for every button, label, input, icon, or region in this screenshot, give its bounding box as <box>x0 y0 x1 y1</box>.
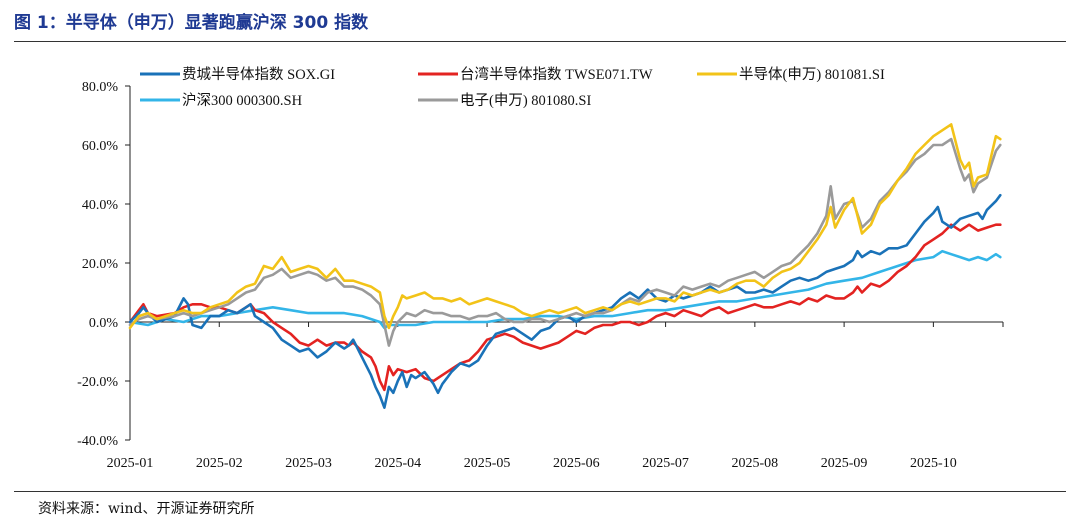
x-tick-label: 2025-09 <box>821 456 868 471</box>
figure-title: 图 1：半导体（申万）显著跑赢沪深 300 指数 <box>14 13 369 33</box>
bottom-rule <box>14 491 1066 492</box>
x-tick-label: 2025-07 <box>642 456 689 471</box>
x-tick-label: 2025-03 <box>285 456 332 471</box>
legend-label-twse: 台湾半导体指数 TWSE071.TW <box>460 66 653 83</box>
y-tick-label: 40.0% <box>82 198 119 213</box>
y-tick-label: 0.0% <box>89 316 119 331</box>
legend: 费城半导体指数 SOX.GI 台湾半导体指数 TWSE071.TW 半导体(申万) … <box>140 66 885 109</box>
top-rule <box>14 41 1066 42</box>
x-tick-label: 2025-05 <box>464 456 511 471</box>
x-tick-label: 2025-08 <box>732 456 779 471</box>
series-line-twse <box>128 223 1002 392</box>
legend-label-sw_semi: 半导体(申万) 801081.SI <box>739 66 885 83</box>
y-tick-label: 20.0% <box>82 257 119 272</box>
series-line-sw_elec <box>128 137 1002 347</box>
axes: -40.0% -20.0% 0.0% 20.0% 40.0% 60.0% 80.0% 2025… <box>77 80 1004 471</box>
legend-label-sox: 费城半导体指数 SOX.GI <box>182 66 335 83</box>
x-tick-label: 2025-01 <box>107 456 154 471</box>
x-tick-label: 2025-04 <box>374 456 421 471</box>
y-tick-label: -40.0% <box>77 434 118 449</box>
y-tick-label: 60.0% <box>82 139 119 154</box>
series-line-sw_semi <box>128 123 1002 330</box>
x-tick-label: 2025-06 <box>553 456 600 471</box>
y-tick-label: 80.0% <box>82 80 119 95</box>
x-tick-label: 2025-10 <box>910 456 957 471</box>
series-layer <box>128 123 1002 409</box>
legend-label-hs300: 沪深300 000300.SH <box>182 92 303 109</box>
series-line-sox <box>128 193 1002 409</box>
x-tick-label: 2025-02 <box>196 456 243 471</box>
source-note: 资料来源：wind、开源证券研究所 <box>38 501 255 517</box>
legend-label-sw_elec: 电子(申万) 801080.SI <box>460 92 591 109</box>
y-tick-label: -20.0% <box>77 375 118 390</box>
